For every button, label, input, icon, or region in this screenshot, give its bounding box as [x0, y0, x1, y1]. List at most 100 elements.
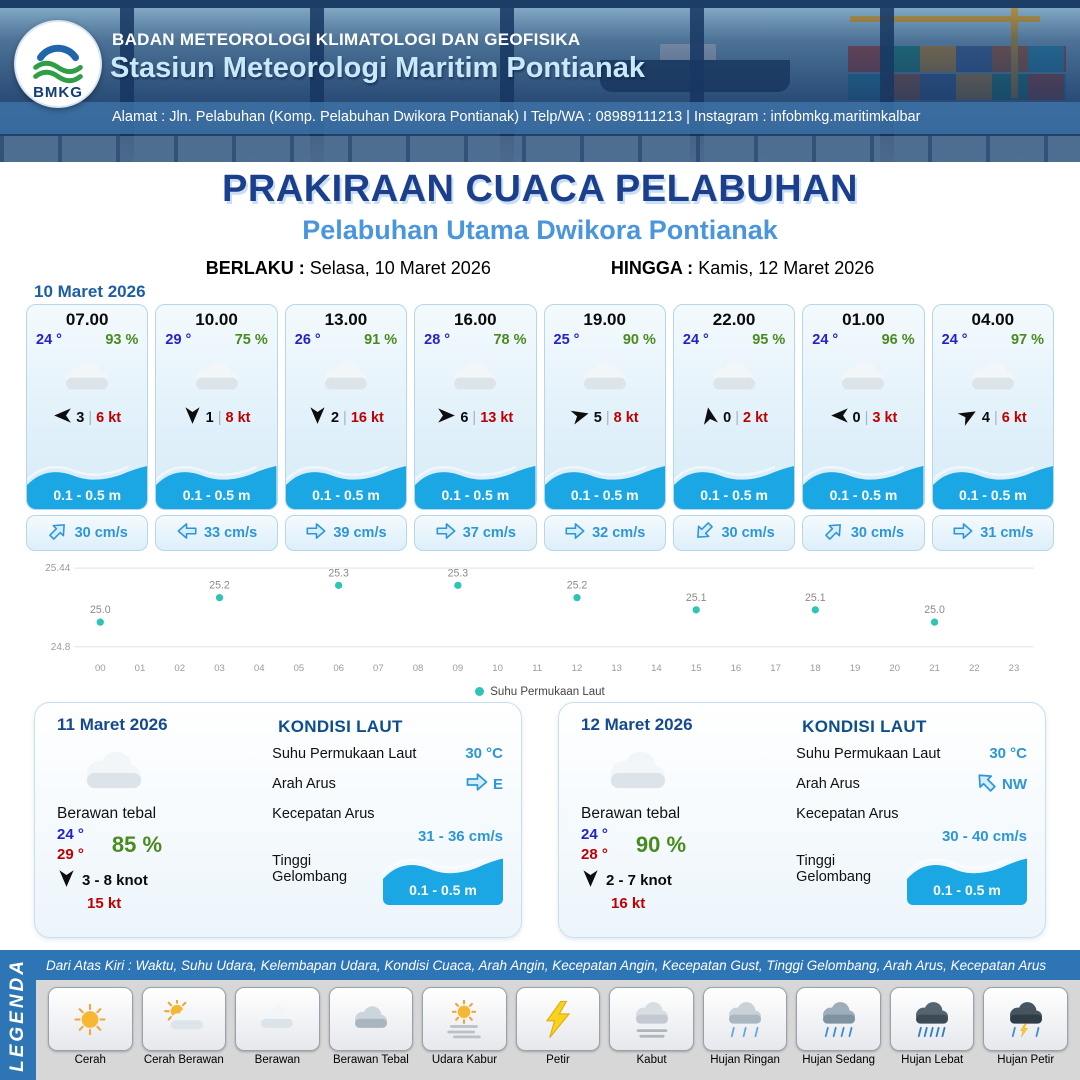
- svg-text:04: 04: [254, 663, 265, 674]
- sst-value: 30 °C: [465, 745, 503, 762]
- svg-text:13: 13: [611, 663, 622, 674]
- gust-speed: 8 kt: [225, 409, 251, 426]
- address-line: Alamat : Jln. Pelabuhan (Komp. Pelabuhan…: [112, 109, 921, 125]
- legend-item-label: Cerah Berawan: [143, 1054, 224, 1066]
- sst-row: Suhu Permukaan Laut 30 °C: [796, 745, 1027, 762]
- svg-text:10: 10: [492, 663, 503, 674]
- wave-graphic: [932, 461, 1053, 509]
- current-direction-label: Arah Arus: [796, 776, 860, 792]
- current-speed: 30 cm/s: [721, 525, 775, 541]
- current-speed: 30 cm/s: [850, 525, 905, 541]
- wind-direction-icon: [581, 869, 600, 892]
- wind-speed: 0: [852, 409, 861, 426]
- sea-conditions: KONDISI LAUT Suhu Permukaan Laut 30 °C A…: [262, 715, 503, 925]
- valid-to-value: Kamis, 12 Maret 2026: [698, 258, 875, 278]
- forecast-time: 22.00: [712, 310, 756, 329]
- current-box: 31 cm/s: [931, 515, 1054, 551]
- current-speed-row: Kecepatan Arus: [272, 806, 503, 822]
- wave-label: Tinggi Gelombang: [272, 853, 348, 885]
- wind-row: 1 | 8 kt: [183, 406, 251, 429]
- forecast-card-main: 19.00 25 ° 90 % 5 | 8 kt 0.1 - 0.5 m: [543, 304, 666, 510]
- weather-icon-cloud: [75, 741, 262, 803]
- legend-side-bar: LEGENDA: [0, 950, 36, 1080]
- wind-speed: 0: [723, 409, 732, 426]
- daily-wind-value: 2 - 7 knot: [606, 872, 672, 889]
- wave-height: 0.1 - 0.5 m: [441, 487, 510, 503]
- wave-height-band: 0.1 - 0.5 m: [156, 461, 277, 509]
- header: BMKG BADAN METEOROLOGI KLIMATOLOGI DAN G…: [0, 0, 1080, 162]
- separator: |: [217, 409, 222, 426]
- svg-text:25.2: 25.2: [567, 580, 588, 592]
- station-name: Stasiun Meteorologi Maritim Pontianak: [110, 52, 645, 84]
- wave-height-value: 0.1 - 0.5 m: [409, 882, 477, 898]
- svg-text:00: 00: [95, 663, 106, 674]
- legend-item-label: Hujan Lebat: [901, 1054, 964, 1066]
- wave-height-band: 0.1 - 0.5 m: [27, 461, 148, 509]
- legend-item-label: Cerah: [74, 1054, 106, 1066]
- temp-humidity-row: 26 ° 91 %: [286, 332, 406, 348]
- forecast-card: 19.00 25 ° 90 % 5 | 8 kt 0.1 - 0.5 m 32 …: [543, 304, 666, 551]
- legend-icon-cloud: [235, 987, 320, 1051]
- current-direction-row: Arah Arus E: [272, 770, 503, 798]
- weather-icon-cloud: [575, 353, 635, 403]
- current-speed-label: Kecepatan Arus: [272, 806, 375, 822]
- wind-row: 3 | 6 kt: [53, 406, 121, 429]
- wind-row: 4 | 6 kt: [957, 406, 1027, 429]
- sst-value: 30 °C: [989, 745, 1027, 762]
- current-box: 32 cm/s: [543, 515, 666, 551]
- forecast-time: 19.00: [583, 310, 626, 329]
- gust-speed: 16 kt: [350, 409, 384, 426]
- wave-height-box: 0.1 - 0.5 m: [382, 853, 503, 905]
- wave-graphic: [415, 461, 536, 509]
- current-box: 37 cm/s: [414, 515, 537, 551]
- wave-height: 0.1 - 0.5 m: [312, 487, 380, 503]
- wave-graphic: [803, 461, 924, 509]
- svg-text:14: 14: [651, 663, 662, 674]
- terminal-strip: [0, 136, 1080, 162]
- forecast-card-main: 04.00 24 ° 97 % 4 | 6 kt 0.1 - 0.5 m: [931, 304, 1054, 510]
- current-speed: 39 cm/s: [333, 525, 387, 541]
- sst-chart: 25.44 24.8 00 01 02 03 04 05 06 07 08 09 10 11 12 13 14 1…: [28, 552, 1052, 684]
- legend-icon-rain-heavy: [889, 987, 975, 1051]
- weather-icon-cloud: [599, 741, 786, 803]
- wind-speed: 1: [205, 409, 214, 426]
- wave-height-box: 0.1 - 0.5 m: [906, 853, 1027, 905]
- weather-condition: Berawan tebal: [581, 805, 681, 822]
- daily-wind: 3 - 8 knot: [57, 869, 262, 892]
- current-direction-row: Arah Arus NW: [796, 770, 1027, 798]
- wind-row: 6 | 13 kt: [437, 406, 513, 429]
- wave-height-band: 0.1 - 0.5 m: [803, 461, 924, 509]
- sst-chart-section: 25.44 24.8 00 01 02 03 04 05 06 07 08 09 10 11 12 13 14 1…: [28, 552, 1052, 698]
- temp-min: 24 °: [581, 826, 608, 843]
- svg-text:19: 19: [850, 663, 861, 674]
- wind-speed: 6: [460, 409, 469, 426]
- current-direction-icon: [952, 520, 974, 547]
- forecast-card-main: 07.00 24 ° 93 % 3 | 6 kt 0.1 - 0.5 m: [26, 304, 149, 510]
- legend-icon-rain-thunder: [983, 987, 1069, 1051]
- wave-graphic: [27, 461, 148, 509]
- svg-text:25.0: 25.0: [924, 604, 945, 616]
- wind-direction-icon: [308, 406, 327, 429]
- humidity: 91 %: [364, 332, 398, 348]
- wind-direction-icon: [437, 406, 456, 429]
- legend-item: Cerah Berawan: [141, 987, 227, 1076]
- wind-direction-icon: [700, 406, 719, 429]
- wind-speed: 5: [593, 409, 602, 426]
- humidity: 90 %: [622, 332, 656, 348]
- current-direction-icon: [47, 520, 69, 547]
- wind-direction-icon: [570, 406, 590, 429]
- separator: |: [343, 409, 347, 426]
- forecast-card-main: 10.00 29 ° 75 % 1 | 8 kt 0.1 - 0.5 m: [155, 304, 278, 510]
- weather-condition: Berawan tebal: [57, 805, 157, 822]
- gust-speed: 6 kt: [1001, 409, 1027, 426]
- header-overlay: [0, 0, 1080, 162]
- wave-height-band: 0.1 - 0.5 m: [932, 461, 1053, 509]
- gust-speed: 6 kt: [96, 409, 122, 426]
- svg-text:05: 05: [294, 663, 305, 674]
- svg-text:03: 03: [214, 663, 225, 674]
- air-temperature: 29 °: [165, 332, 192, 348]
- legend-items: Cerah Cerah Berawan Berawan Berawan Teba…: [36, 980, 1080, 1080]
- legend-item-label: Petir: [546, 1054, 570, 1066]
- legend-icon-fog: [609, 987, 694, 1051]
- current-speed-label: Kecepatan Arus: [796, 806, 899, 822]
